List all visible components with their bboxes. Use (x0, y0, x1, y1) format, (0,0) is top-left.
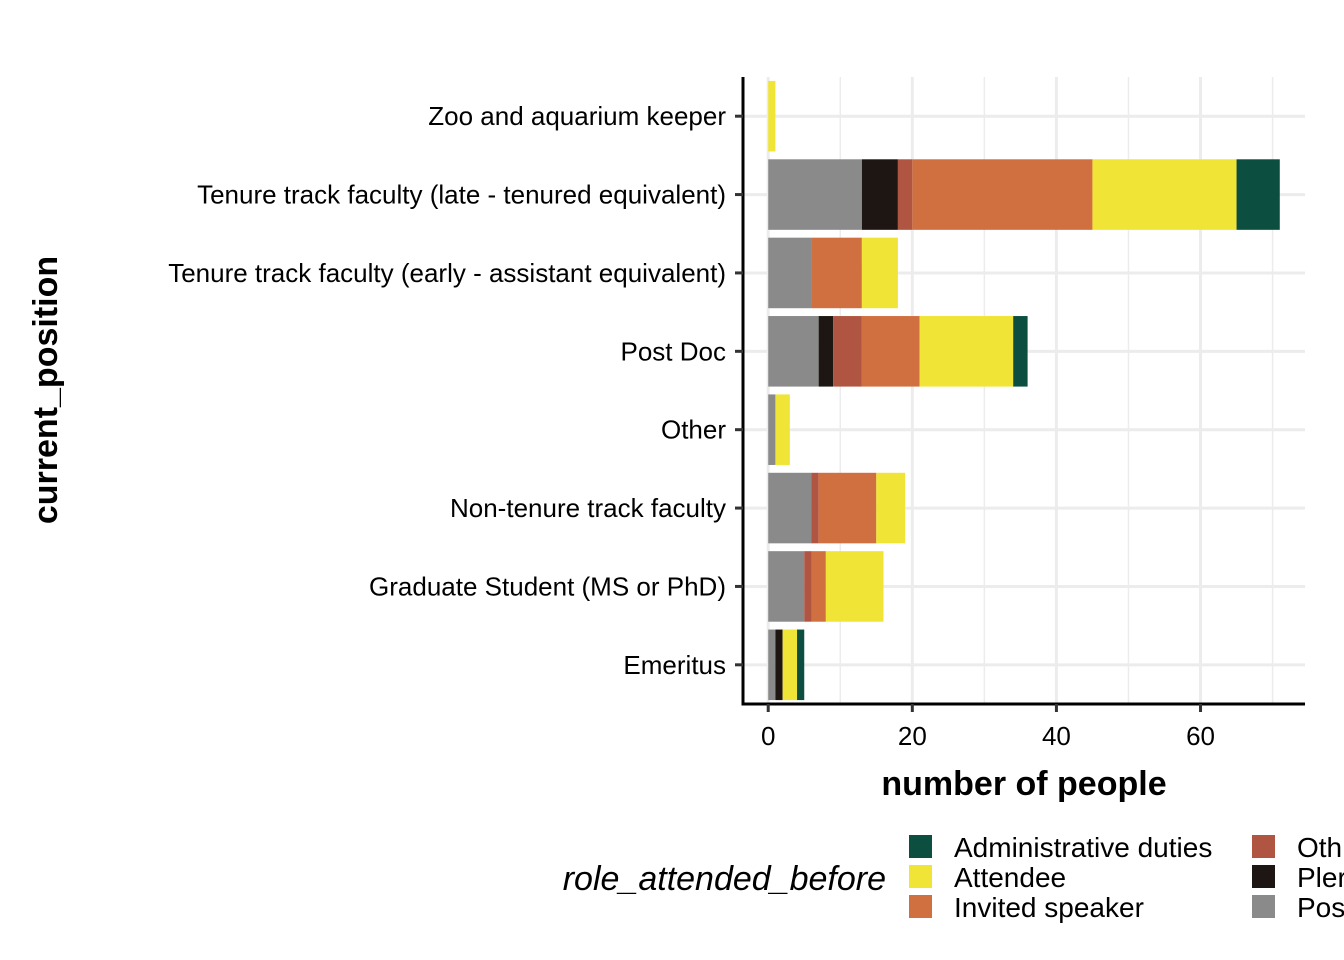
axes (735, 77, 1305, 712)
bar-plenary-speaker-emeritus (775, 629, 783, 701)
bar-attendee-tenure-track-faculty-early-assistant-equivalent (861, 237, 898, 309)
bar-poster-presenter-post-doc (768, 316, 819, 387)
bar-poster-presenter-tenure-track-faculty-early-assistant-equivalent (768, 237, 812, 309)
bar-invited-speaker-post-doc (861, 316, 920, 387)
y-tick-label-post-doc: Post Doc (621, 336, 727, 366)
y-tick-label-emeritus: Emeritus (623, 650, 726, 680)
bar-administrative-duties-post-doc (1013, 316, 1028, 387)
bar-attendee-non-tenure-track-faculty (876, 472, 906, 544)
y-axis-title: current_position (27, 256, 65, 524)
bar-poster-presenter-graduate-student-ms-or-phd (768, 551, 805, 622)
x-tick-labels: 0 20 40 60 (761, 721, 1215, 751)
legend-label-other: Oth (1297, 832, 1342, 863)
legend-key-plenary-speaker (1252, 865, 1275, 888)
y-tick-label-graduate-student-ms-or-phd: Graduate Student (MS or PhD) (369, 571, 726, 601)
bar-plenary-speaker-post-doc (818, 316, 834, 387)
x-tick-label-40: 40 (1042, 721, 1071, 751)
legend-label-administrative-duties: Administrative duties (954, 832, 1212, 863)
bar-invited-speaker-tenure-track-faculty-early-assistant-equivalent (811, 237, 862, 309)
legend-key-invited-speaker (909, 895, 932, 918)
legend-label-poster-presenter: Pos (1297, 892, 1344, 923)
bar-administrative-duties-tenure-track-faculty-late-tenured-equivalent (1236, 159, 1280, 230)
legend-key-attendee (909, 865, 932, 888)
bar-other-tenure-track-faculty-late-tenured-equivalent (897, 159, 913, 230)
legend-label-plenary-speaker: Pler (1297, 862, 1344, 893)
bar-other-graduate-student-ms-or-phd (804, 551, 812, 622)
bar-attendee-other (775, 394, 790, 465)
bars (768, 80, 1280, 701)
bar-invited-speaker-non-tenure-track-faculty (818, 472, 877, 544)
bar-other-non-tenure-track-faculty (811, 472, 819, 544)
bar-other-post-doc (833, 316, 862, 387)
bar-poster-presenter-non-tenure-track-faculty (768, 472, 812, 544)
legend-title: role_attended_before (563, 860, 886, 898)
bar-attendee-zoo-and-aquarium-keeper (768, 80, 776, 152)
y-tick-label-tenure-track-faculty-late-tenured-equivalent: Tenure track faculty (late - tenured equ… (197, 180, 726, 210)
bar-poster-presenter-other (768, 394, 776, 465)
bar-attendee-tenure-track-faculty-late-tenured-equivalent (1092, 159, 1237, 230)
bar-administrative-duties-emeritus (797, 629, 805, 701)
bar-poster-presenter-tenure-track-faculty-late-tenured-equivalent (768, 159, 862, 230)
y-tick-label-non-tenure-track-faculty: Non-tenure track faculty (450, 493, 726, 523)
bar-attendee-graduate-student-ms-or-phd (825, 551, 884, 622)
x-tick-label-20: 20 (898, 721, 927, 751)
x-tick-label-0: 0 (761, 721, 775, 751)
bar-invited-speaker-tenure-track-faculty-late-tenured-equivalent (912, 159, 1093, 230)
x-axis-title: number of people (881, 765, 1166, 803)
bar-poster-presenter-emeritus (768, 629, 776, 701)
y-tick-label-tenure-track-faculty-early-assistant-equivalent: Tenure track faculty (early - assistant … (168, 258, 726, 288)
y-tick-labels: Emeritus Graduate Student (MS or PhD) Non-… (168, 101, 726, 680)
bar-invited-speaker-graduate-student-ms-or-phd (811, 551, 826, 622)
legend-label-attendee: Attendee (954, 862, 1066, 893)
x-tick-label-60: 60 (1186, 721, 1215, 751)
legend-label-invited-speaker: Invited speaker (954, 892, 1144, 923)
legend-key-poster-presenter (1252, 895, 1275, 918)
bar-plenary-speaker-tenure-track-faculty-late-tenured-equivalent (861, 159, 898, 230)
bar-attendee-emeritus (782, 629, 798, 701)
legend-key-administrative-duties (909, 835, 932, 858)
bar-attendee-post-doc (919, 316, 1014, 387)
y-tick-label-other: Other (661, 415, 726, 445)
y-tick-label-zoo-and-aquarium-keeper: Zoo and aquarium keeper (428, 101, 726, 131)
legend-key-other (1252, 835, 1275, 858)
